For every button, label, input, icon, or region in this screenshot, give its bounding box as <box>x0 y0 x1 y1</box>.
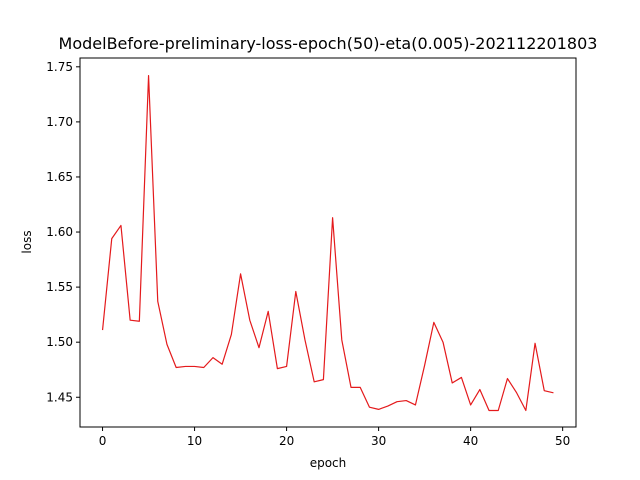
y-tick-label: 1.65 <box>46 170 73 184</box>
chart-title: ModelBefore-preliminary-loss-epoch(50)-e… <box>59 34 598 53</box>
x-tick-label: 10 <box>187 434 202 448</box>
x-tick-label: 40 <box>463 434 478 448</box>
plot-area <box>79 57 577 428</box>
y-tick-label: 1.50 <box>46 335 73 349</box>
x-axis: 0 10 20 30 40 50 <box>99 427 570 448</box>
y-axis: 1.45 1.50 1.55 1.60 1.65 1.70 1.75 <box>46 60 80 404</box>
x-tick-label: 0 <box>99 434 107 448</box>
y-tick-label: 1.45 <box>46 390 73 404</box>
x-axis-label: epoch <box>310 456 347 470</box>
y-axis-label: loss <box>20 230 34 253</box>
y-tick-label: 1.75 <box>46 60 73 74</box>
y-tick-label: 1.60 <box>46 225 73 239</box>
x-tick-label: 50 <box>555 434 570 448</box>
loss-series-line <box>101 75 554 412</box>
x-tick-label: 20 <box>279 434 294 448</box>
y-tick-label: 1.55 <box>46 280 73 294</box>
axes-frame <box>79 57 577 428</box>
y-tick-label: 1.70 <box>46 115 73 129</box>
x-tick-label: 30 <box>371 434 386 448</box>
